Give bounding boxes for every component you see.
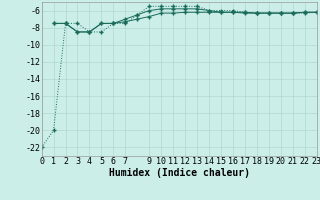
X-axis label: Humidex (Indice chaleur): Humidex (Indice chaleur) — [109, 168, 250, 178]
